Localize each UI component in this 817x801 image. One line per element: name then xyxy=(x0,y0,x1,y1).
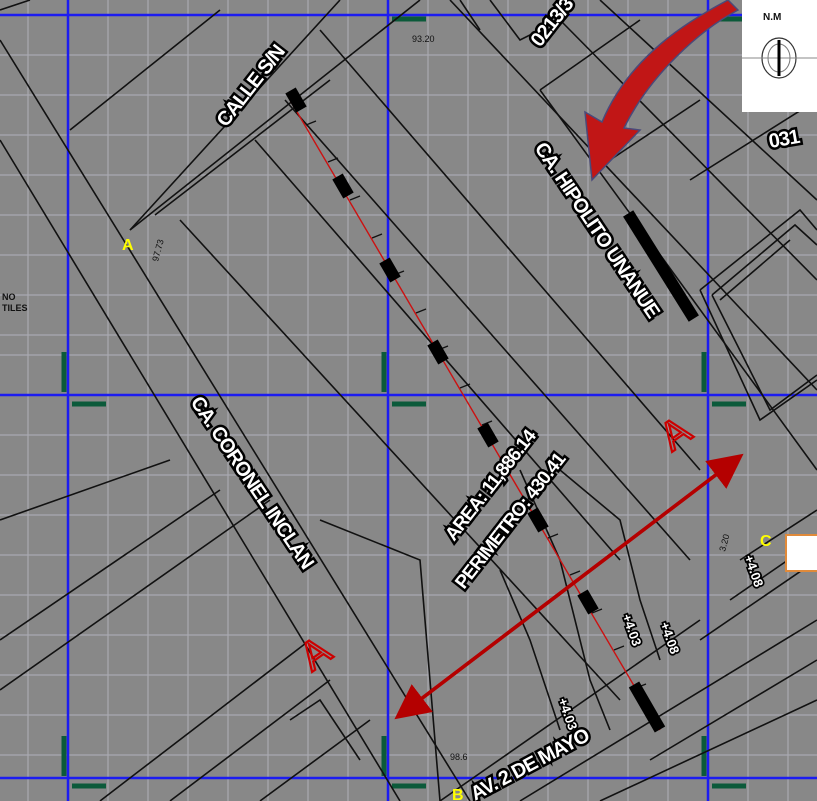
dimension-texts: 93.20 97.73 3.20 98.6 xyxy=(150,34,731,762)
edge-label-line-2: TILES xyxy=(2,303,28,313)
alignment-line xyxy=(285,87,699,733)
edge-cut-label: NO TILES xyxy=(2,292,28,313)
dimension-3: 3.20 xyxy=(717,533,731,553)
north-arrow-panel: N.M xyxy=(733,0,817,112)
curved-arrow xyxy=(584,0,740,182)
vertex-labels: A C B xyxy=(122,237,772,801)
vertex-a: A xyxy=(122,237,134,254)
legend-box xyxy=(785,534,817,572)
vertex-b: B xyxy=(452,787,464,801)
vertex-c: C xyxy=(760,533,772,550)
north-label: N.M xyxy=(763,12,781,23)
dimension-4: 98.6 xyxy=(450,752,468,762)
dimension-1: 93.20 xyxy=(412,34,435,44)
edge-label-line-1: NO xyxy=(2,292,16,302)
grid-corner-marks xyxy=(61,16,746,789)
